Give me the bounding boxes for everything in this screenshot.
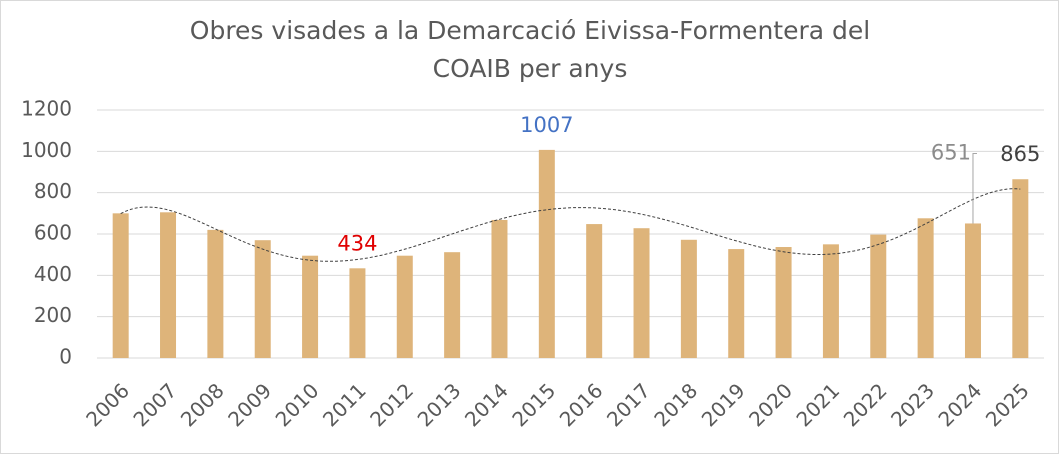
bar <box>917 218 934 358</box>
y-tick-label: 1200 <box>21 97 72 121</box>
trendline <box>120 188 1021 262</box>
bar <box>964 223 981 358</box>
leader-line <box>972 152 977 224</box>
bar <box>302 255 319 358</box>
bar <box>538 149 555 358</box>
bar <box>349 268 366 358</box>
bar <box>396 255 413 358</box>
bar <box>207 229 224 358</box>
data-label: 651 <box>931 140 971 164</box>
chart-title: Obres visades a la Demarcació Eivissa-Fo… <box>190 16 870 45</box>
bar <box>633 228 650 358</box>
bar <box>491 219 508 358</box>
data-label: 434 <box>337 231 377 255</box>
data-label: 1007 <box>520 113 573 137</box>
y-tick-label: 200 <box>34 303 72 327</box>
y-tick-label: 400 <box>34 262 72 286</box>
bar <box>870 234 887 358</box>
y-tick-label: 1000 <box>21 138 72 162</box>
bar <box>822 244 839 358</box>
data-label: 865 <box>1000 142 1040 166</box>
bar <box>254 240 271 358</box>
bar <box>1012 179 1029 358</box>
bar <box>444 252 461 358</box>
y-tick-label: 800 <box>34 179 72 203</box>
chart-title: COAIB per anys <box>433 54 628 83</box>
bar <box>160 212 177 358</box>
bar <box>728 249 745 358</box>
bar <box>775 247 792 358</box>
bar <box>680 239 697 358</box>
bar <box>112 213 129 358</box>
y-tick-label: 0 <box>59 345 72 369</box>
bar <box>586 224 603 358</box>
y-tick-label: 600 <box>34 221 72 245</box>
